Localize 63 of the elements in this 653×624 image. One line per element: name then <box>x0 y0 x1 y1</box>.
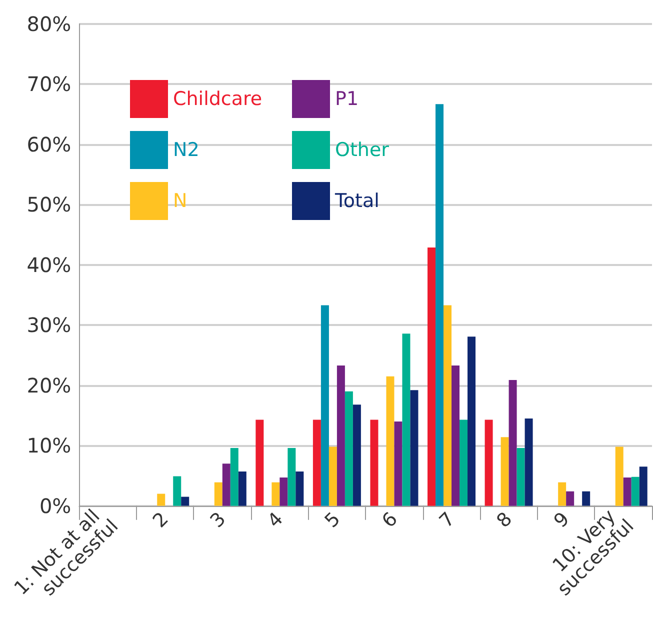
y-tick-label: 10% <box>26 434 72 458</box>
bar <box>312 420 321 506</box>
bar <box>428 247 436 506</box>
bar <box>631 476 640 506</box>
x-tick-label: 7 <box>435 508 460 532</box>
bar <box>230 448 238 506</box>
bar <box>280 478 288 506</box>
bar <box>352 404 361 506</box>
bar <box>328 446 337 506</box>
bar <box>460 420 468 506</box>
bar <box>623 478 632 506</box>
y-tick-label: 50% <box>26 192 72 217</box>
bar <box>500 437 509 506</box>
bar <box>615 446 624 506</box>
bar <box>524 418 533 506</box>
bar <box>444 305 452 506</box>
bar <box>452 365 460 506</box>
bar <box>370 420 378 506</box>
bar <box>436 104 444 506</box>
y-tick-label: 60% <box>26 132 72 156</box>
bar <box>222 464 230 506</box>
y-tick-label: 80% <box>26 12 72 36</box>
bar <box>582 491 590 506</box>
bar <box>288 448 296 506</box>
bar <box>410 390 418 506</box>
bar <box>296 471 304 506</box>
bar <box>320 305 329 506</box>
bar <box>402 334 410 506</box>
x-tick-label: 6 <box>378 508 402 532</box>
bar <box>336 365 345 506</box>
y-tick-label: 0% <box>39 494 72 518</box>
bar <box>272 482 280 506</box>
bar <box>566 491 574 506</box>
x-tick-label: 4 <box>263 508 288 532</box>
legend-label: P1 <box>335 88 359 110</box>
bar <box>516 448 525 506</box>
legend-label: N <box>173 190 188 212</box>
bar <box>386 376 394 506</box>
bar <box>256 420 264 506</box>
bar <box>181 496 190 506</box>
bar <box>214 482 222 506</box>
legend-label: Childcare <box>173 88 262 110</box>
y-tick-label: 20% <box>26 373 72 398</box>
legend-label: Other <box>335 139 390 161</box>
y-tick-label: 70% <box>26 72 72 96</box>
bar <box>508 380 517 506</box>
bar <box>157 494 166 506</box>
x-tick-label: 8 <box>492 508 517 532</box>
legend-label: Total <box>334 190 380 212</box>
bar <box>484 420 493 506</box>
bar <box>468 336 476 506</box>
bar <box>344 391 353 506</box>
bar <box>558 482 566 506</box>
bar <box>639 466 648 506</box>
x-tick-label: 2 <box>148 508 173 532</box>
bar <box>394 421 402 506</box>
y-tick-label: 30% <box>26 313 72 338</box>
x-tick-label: 3 <box>206 508 230 532</box>
bar <box>173 476 182 506</box>
bar <box>238 471 246 506</box>
legend-label: N2 <box>173 139 200 161</box>
y-tick-label: 40% <box>26 252 72 277</box>
x-tick-label: 5 <box>320 508 345 532</box>
